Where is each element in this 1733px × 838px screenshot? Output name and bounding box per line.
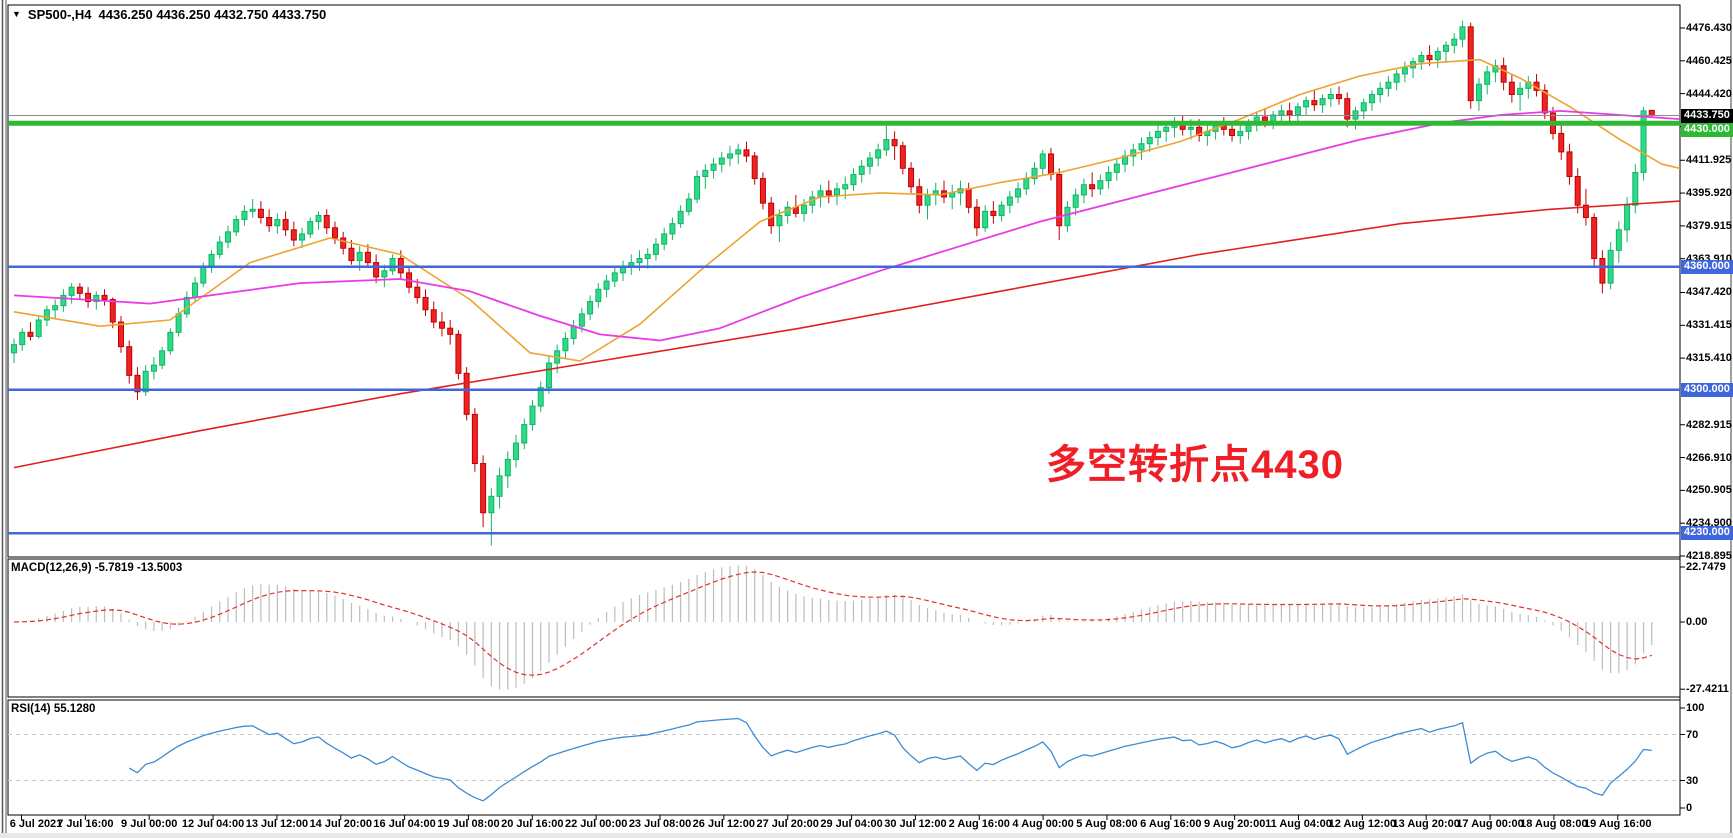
time-axis-label: 12 Jul 04:00 — [181, 818, 245, 830]
time-axis-label: 11 Aug 04:00 — [1265, 818, 1332, 830]
price-axis-label: 4347.420 — [1686, 286, 1732, 299]
time-axis-label: 22 Jul 00:00 — [564, 818, 628, 830]
price-axis-label: 4266.910 — [1686, 451, 1732, 464]
time-axis-label: 30 Jul 12:00 — [884, 818, 947, 830]
collapse-arrow-icon[interactable]: ▼ — [12, 9, 21, 19]
time-axis-label: 19 Jul 08:00 — [437, 818, 500, 830]
price-axis-label: 4234.900 — [1686, 517, 1732, 530]
hline-price-marker: 4300.000 — [1681, 382, 1733, 397]
time-axis-label: 27 Jul 20:00 — [756, 818, 819, 830]
time-axis-label: 14 Jul 20:00 — [309, 818, 372, 830]
annotation-text: 多空转折点4430 — [1046, 443, 1344, 487]
time-axis-label: 23 Jul 08:00 — [628, 818, 692, 830]
macd-indicator-label: MACD(12,26,9) -5.7819 -13.5003 — [11, 562, 183, 574]
hline-price-marker: 4230.000 — [1681, 526, 1733, 541]
price-axis-label: 4315.410 — [1686, 352, 1732, 365]
price-axis-label: 4476.430 — [1686, 22, 1732, 34]
price-axis-label: 4218.895 — [1686, 549, 1732, 562]
time-axis-label: 20 Jul 16:00 — [501, 818, 564, 830]
time-axis-label: 5 Aug 08:00 — [1076, 818, 1138, 830]
time-axis-label: 16 Jul 04:00 — [373, 818, 436, 830]
chart-title-bar: ▼ SP500-,H4 4436.250 4436.250 4432.750 4… — [12, 7, 326, 22]
time-axis-label: 2 Aug 16:00 — [948, 818, 1010, 830]
rsi-axis-label: 0 — [1686, 802, 1693, 814]
rsi-axis-label: 30 — [1686, 774, 1699, 787]
hline-price-marker: 4360.000 — [1681, 259, 1733, 274]
price-axis-label: 4282.915 — [1686, 418, 1732, 431]
price-axis-label: 4444.420 — [1686, 87, 1732, 100]
price-axis-label: 4460.425 — [1686, 54, 1732, 67]
rsi-axis-label: 100 — [1686, 702, 1705, 714]
price-axis-label: 4331.415 — [1686, 319, 1732, 332]
time-axis-label: 17 Aug 00:00 — [1456, 818, 1524, 830]
macd-axis-label: 0.00 — [1686, 616, 1708, 628]
hline-price-marker: 4430.000 — [1681, 122, 1733, 137]
macd-axis-label: 22.7479 — [1686, 561, 1726, 573]
rsi-axis-label: 70 — [1686, 728, 1699, 741]
time-axis-label: 6 Aug 16:00 — [1140, 818, 1202, 830]
price-axis-label: 4395.920 — [1686, 187, 1732, 200]
time-axis-label: 13 Jul 12:00 — [245, 818, 309, 830]
time-axis-label: 26 Jul 12:00 — [692, 818, 756, 830]
current-price-marker: 4433.750 — [1681, 108, 1733, 123]
ohlc-values: 4436.250 4436.250 4432.750 4433.750 — [98, 7, 327, 22]
time-axis-label: 19 Aug 16:00 — [1584, 818, 1652, 830]
symbol-title: SP500-,H4 — [27, 7, 92, 22]
time-axis-label: 9 Jul 00:00 — [121, 818, 178, 830]
price-axis-label: 4250.905 — [1686, 484, 1732, 497]
macd-axis-label: -27.4211 — [1686, 683, 1729, 696]
time-axis-label: 29 Jul 04:00 — [820, 818, 883, 830]
time-axis-label: 12 Aug 12:00 — [1328, 818, 1397, 830]
time-axis-label: 4 Aug 00:00 — [1012, 818, 1074, 830]
time-axis-label: 18 Aug 08:00 — [1520, 818, 1588, 830]
time-axis-label: 7 Jul 16:00 — [57, 818, 114, 830]
price-axis-label: 4411.925 — [1686, 154, 1732, 167]
time-axis-label: 13 Aug 20:00 — [1392, 818, 1460, 830]
rsi-indicator-label: RSI(14) 55.1280 — [11, 703, 96, 715]
time-axis-label: 9 Aug 20:00 — [1203, 818, 1266, 830]
time-axis-label: 6 Jul 2021 — [9, 818, 63, 830]
price-axis-label: 4379.915 — [1686, 219, 1732, 232]
